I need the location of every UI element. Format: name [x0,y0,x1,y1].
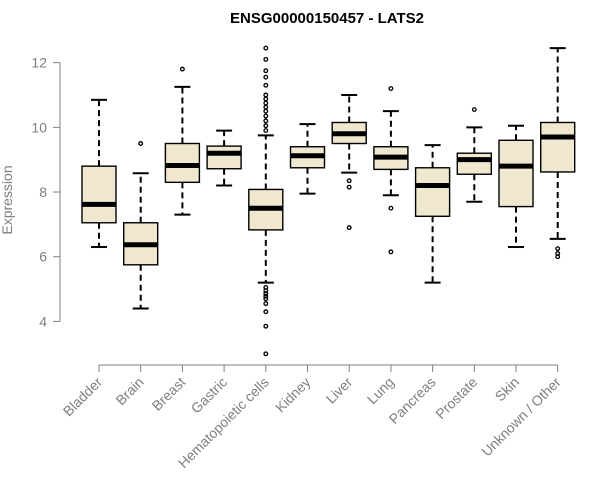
box-group [331,93,367,231]
y-tick-label: 10 [31,119,47,135]
plot-area [81,45,576,357]
x-tick-label: Bladder [60,374,106,420]
box-group [540,47,576,260]
box-group [414,144,451,284]
box-iqr [206,145,242,170]
x-tick-label: Liver [323,374,356,407]
outlier-point [388,86,394,91]
outlier-point [263,291,269,297]
outlier-point [346,178,352,184]
outlier-point [263,108,269,114]
outlier-point [388,205,394,211]
outlier-point [263,296,269,302]
outlier-point [263,351,269,357]
x-tick-label: Breast [149,374,189,414]
outlier-point [263,309,269,315]
outlier-point [471,107,477,112]
box-group [122,141,159,310]
outlier-point [263,128,269,134]
box-group [164,66,201,216]
box-iqr [540,121,576,173]
x-tick-label: Prostate [432,374,480,422]
outlier-point [388,249,394,255]
x-tick-label: Brain [112,374,146,408]
y-axis-label: Expression [0,165,15,234]
box-group [81,98,117,249]
box-group [206,129,242,187]
outlier-point [555,246,561,252]
box-iqr [498,139,534,208]
outlier-point [263,118,269,124]
outlier-point [555,254,561,260]
outlier-point [263,68,269,74]
box-group [373,86,409,255]
outlier-point [263,323,269,329]
box-iqr [456,152,492,175]
y-tick-label: 4 [39,313,47,329]
box-iqr [164,142,201,184]
chart-title: ENSG00000150457 - LATS2 [230,10,424,27]
box-iqr [81,165,117,224]
box-group [498,124,534,249]
y-tick-label: 8 [39,184,47,200]
outlier-point [263,113,269,119]
x-tick-label: Skin [492,374,523,405]
outlier-point [263,96,269,102]
x-tick-label: Kidney [272,374,314,416]
outlier-point [263,301,269,307]
outlier-point [263,45,269,51]
outlier-point [263,293,269,299]
outlier-point [263,92,269,98]
outlier-point [346,225,352,231]
box-group [456,107,492,203]
box-iqr [414,167,451,217]
box-group [248,45,284,357]
outlier-point [263,74,269,80]
y-tick-label: 12 [31,55,47,71]
outlier-point [263,82,269,88]
outlier-point [263,100,269,106]
outlier-point [346,184,352,190]
outlier-point [263,56,269,62]
outlier-point [263,104,269,110]
outlier-point [263,285,269,290]
outlier-point [263,123,269,129]
y-axis: 4 6 8 10 12 [31,55,61,329]
outlier-point [138,141,144,146]
y-tick-label: 6 [39,249,47,265]
x-tick-label: Unknown / Other [478,374,564,460]
x-tick-label: Lung [364,374,397,407]
box-group [289,123,326,195]
outlier-point [179,66,185,72]
